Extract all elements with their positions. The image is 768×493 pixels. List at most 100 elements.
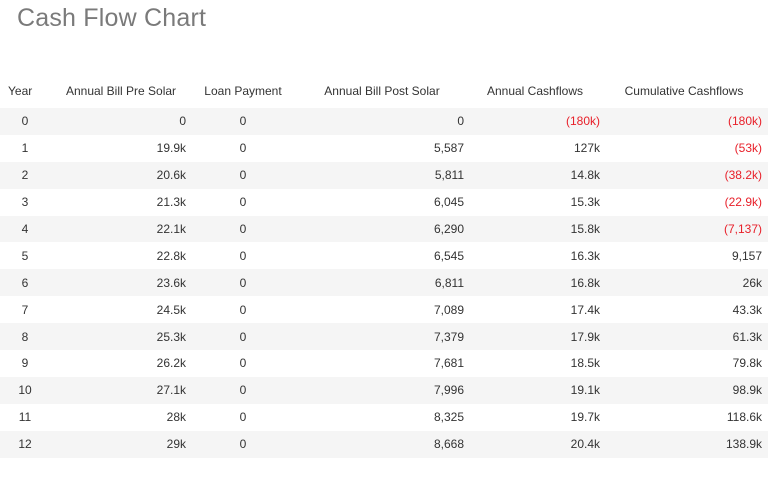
header-year: Year — [8, 84, 33, 98]
cell-annual-cashflow: 14.8k — [470, 161, 606, 189]
cell-annual-bill-post-solar: 8,668 — [300, 430, 470, 458]
cell-year: 1 — [21, 141, 29, 156]
cell-year: 8 — [0, 323, 56, 351]
cell-annual-bill-post-solar: 5,587 — [433, 141, 464, 156]
cell-loan-payment: 0 — [192, 108, 300, 135]
cell-loan-payment: 0 — [239, 356, 247, 371]
table-row: 1 19.9k 0 5,587 127k (53k) — [0, 135, 768, 162]
cell-year: 12 — [0, 430, 56, 458]
cell-annual-bill-pre-solar: 22.8k — [156, 248, 186, 263]
cell-annual-bill-pre-solar: 29k — [56, 430, 192, 458]
cell-year: 6 — [0, 269, 56, 297]
cell-annual-bill-pre-solar: 24.5k — [156, 302, 186, 317]
header-cumulative-cashflows: Cumulative Cashflows — [624, 84, 744, 98]
cell-annual-bill-post-solar: 7,089 — [433, 302, 464, 317]
cell-cumulative-cashflow: (53k) — [734, 141, 762, 156]
cell-annual-bill-post-solar: 0 — [300, 108, 470, 135]
cell-annual-bill-pre-solar: 28k — [166, 410, 186, 425]
table-row: 9 26.2k 0 7,681 18.5k 79.8k — [0, 350, 768, 377]
cell-annual-cashflow: 127k — [573, 141, 600, 156]
table-row: 6 23.6k 0 6,811 16.8k 26k — [0, 269, 768, 297]
table-row: 4 22.1k 0 6,290 15.8k (7,137) — [0, 215, 768, 243]
table-row: 3 21.3k 0 6,045 15.3k (22.9k) — [0, 189, 768, 216]
cell-annual-cashflow: 17.4k — [570, 302, 600, 317]
cell-year: 2 — [0, 161, 56, 189]
cell-loan-payment: 0 — [239, 141, 247, 156]
header-annual-bill-pre-solar: Annual Bill Pre Solar — [65, 84, 177, 98]
cell-cumulative-cashflow: (180k) — [606, 108, 768, 135]
cell-annual-bill-pre-solar: 21.3k — [156, 195, 186, 210]
table-body: 0 0 0 0 (180k) (180k) 1 19.9k 0 5,587 127k (53k) 2 20… — [0, 108, 768, 458]
cell-cumulative-cashflow: (22.9k) — [724, 195, 762, 210]
cell-annual-cashflow: 19.1k — [470, 376, 606, 404]
cell-annual-cashflow: 17.9k — [470, 323, 606, 351]
cell-annual-bill-pre-solar: 25.3k — [56, 323, 192, 351]
table-row: 5 22.8k 0 6,545 16.3k 9,157 — [0, 242, 768, 269]
cell-loan-payment: 0 — [239, 248, 247, 263]
cell-cumulative-cashflow: 138.9k — [606, 430, 768, 458]
cell-annual-bill-pre-solar: 20.6k — [56, 161, 192, 189]
cell-annual-bill-pre-solar: 22.1k — [56, 215, 192, 243]
cell-annual-bill-pre-solar: 23.6k — [56, 269, 192, 297]
cell-annual-bill-pre-solar: 0 — [56, 108, 192, 135]
cell-year: 4 — [0, 215, 56, 243]
cell-year: 7 — [21, 302, 29, 317]
cell-cumulative-cashflow: 43.3k — [732, 302, 762, 317]
cell-annual-bill-pre-solar: 27.1k — [56, 376, 192, 404]
cell-year: 0 — [0, 108, 56, 135]
cell-annual-bill-post-solar: 7,996 — [300, 376, 470, 404]
table-row: 8 25.3k 0 7,379 17.9k 61.3k — [0, 323, 768, 351]
cell-cumulative-cashflow: 61.3k — [606, 323, 768, 351]
cell-annual-cashflow: 19.7k — [570, 410, 600, 425]
cell-annual-bill-post-solar: 6,290 — [300, 215, 470, 243]
cell-annual-bill-post-solar: 7,681 — [433, 356, 464, 371]
cell-loan-payment: 0 — [192, 430, 300, 458]
cell-annual-bill-post-solar: 6,545 — [433, 248, 464, 263]
cell-loan-payment: 0 — [239, 410, 247, 425]
cell-year: 5 — [21, 248, 29, 263]
table-header: Year Annual Bill Pre Solar Loan Payment … — [0, 74, 768, 108]
cell-cumulative-cashflow: (38.2k) — [606, 161, 768, 189]
header-loan-payment: Loan Payment — [204, 84, 282, 98]
cell-annual-bill-post-solar: 6,045 — [433, 195, 464, 210]
cell-loan-payment: 0 — [239, 195, 247, 210]
cell-cumulative-cashflow: 79.8k — [732, 356, 762, 371]
cell-annual-cashflow: 15.3k — [570, 195, 600, 210]
cell-year: 10 — [0, 376, 56, 404]
cell-annual-bill-pre-solar: 26.2k — [156, 356, 186, 371]
cash-flow-table: Year Annual Bill Pre Solar Loan Payment … — [0, 74, 768, 458]
header-annual-cashflows: Annual Cashflows — [486, 84, 584, 98]
cell-annual-cashflow: 16.3k — [570, 248, 600, 263]
page-title: Cash Flow Chart — [17, 4, 207, 32]
cell-cumulative-cashflow: 9,157 — [731, 248, 762, 263]
cell-cumulative-cashflow: 98.9k — [606, 376, 768, 404]
table-row: 7 24.5k 0 7,089 17.4k 43.3k — [0, 296, 768, 323]
cell-loan-payment: 0 — [192, 269, 300, 297]
table-row: 11 28k 0 8,325 19.7k 118.6k — [0, 404, 768, 431]
table-row: 0 0 0 0 (180k) (180k) — [0, 108, 768, 135]
cell-cumulative-cashflow: 26k — [606, 269, 768, 297]
cell-annual-bill-post-solar: 5,811 — [300, 161, 470, 189]
cell-annual-bill-pre-solar: 19.9k — [156, 141, 186, 156]
header-row: Year Annual Bill Pre Solar Loan Payment … — [0, 74, 768, 108]
cell-year: 3 — [21, 195, 29, 210]
header-annual-bill-post-solar: Annual Bill Post Solar — [324, 84, 440, 98]
cell-year: 11 — [18, 410, 32, 425]
cell-cumulative-cashflow: (7,137) — [606, 215, 768, 243]
table-row: 10 27.1k 0 7,996 19.1k 98.9k — [0, 376, 768, 404]
cell-annual-cashflow: (180k) — [470, 108, 606, 135]
cell-loan-payment: 0 — [192, 323, 300, 351]
cell-year: 9 — [21, 356, 29, 371]
cell-annual-cashflow: 16.8k — [470, 269, 606, 297]
cell-loan-payment: 0 — [192, 376, 300, 404]
cell-annual-cashflow: 20.4k — [470, 430, 606, 458]
cell-annual-cashflow: 15.8k — [470, 215, 606, 243]
cell-annual-bill-post-solar: 6,811 — [300, 269, 470, 297]
table-row: 2 20.6k 0 5,811 14.8k (38.2k) — [0, 161, 768, 189]
cell-cumulative-cashflow: 118.6k — [726, 410, 762, 425]
cell-annual-bill-post-solar: 7,379 — [300, 323, 470, 351]
cell-annual-bill-post-solar: 8,325 — [433, 410, 464, 425]
cell-loan-payment: 0 — [192, 215, 300, 243]
table-row: 12 29k 0 8,668 20.4k 138.9k — [0, 430, 768, 458]
cell-loan-payment: 0 — [239, 302, 247, 317]
